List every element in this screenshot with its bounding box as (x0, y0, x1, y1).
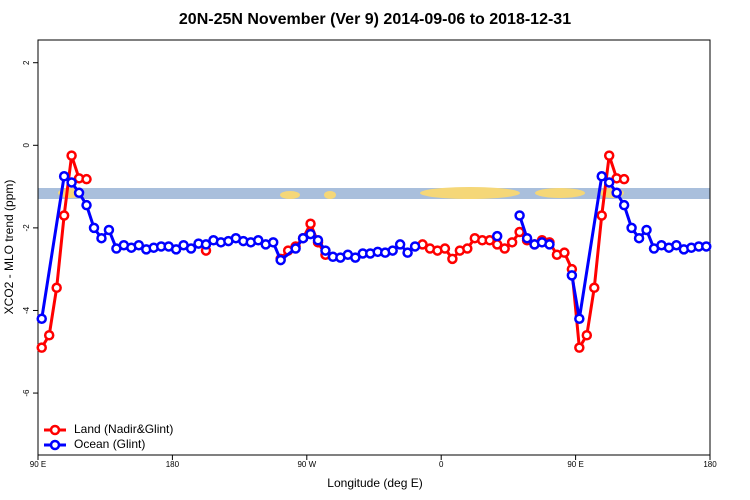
point (559, 247, 570, 258)
point (394, 239, 406, 250)
point (96, 232, 107, 244)
point (596, 210, 607, 221)
point (409, 241, 421, 252)
legend-marker (49, 439, 61, 451)
point (633, 232, 645, 244)
point (350, 252, 361, 263)
point (603, 177, 615, 188)
point (185, 243, 197, 254)
point (447, 253, 458, 265)
legend-label: Land (Nadir&Glint) (74, 422, 173, 436)
y-tick-label: -2 (22, 224, 31, 232)
point (297, 232, 309, 244)
point (491, 230, 503, 242)
y-tick-label: -4 (22, 306, 31, 314)
point (596, 171, 607, 182)
point (267, 237, 279, 248)
y-tick-label: -6 (22, 389, 31, 397)
x-tick-label: 180 (703, 460, 717, 469)
map-land (280, 191, 300, 199)
point (574, 313, 585, 324)
point (51, 282, 62, 294)
point (618, 173, 630, 185)
point (103, 224, 115, 236)
y-tick-label: 2 (22, 60, 31, 65)
point (58, 171, 70, 182)
point (66, 150, 77, 161)
point (275, 254, 286, 266)
point (36, 342, 47, 353)
y-axis-label: XCO2 - MLO trend (ppm) (2, 180, 16, 315)
point (320, 245, 331, 256)
point (66, 177, 77, 188)
point (626, 222, 637, 234)
legend-marker (49, 424, 61, 436)
point (36, 313, 47, 324)
chart-title: 20N-25N November (Ver 9) 2014-09-06 to 2… (179, 11, 571, 28)
point (701, 241, 712, 252)
point (462, 243, 473, 254)
point (200, 239, 212, 250)
point (514, 226, 525, 238)
point (312, 235, 324, 246)
x-tick-label: 90 E (30, 460, 46, 469)
map-land (535, 188, 585, 198)
point (387, 245, 398, 256)
point (566, 270, 578, 281)
map-land (420, 187, 520, 199)
point (290, 243, 301, 254)
point (439, 243, 451, 254)
x-axis-label: Longitude (deg E) (327, 476, 422, 490)
point (506, 237, 518, 248)
point (618, 199, 630, 211)
point (581, 329, 593, 341)
point (521, 232, 533, 244)
map-land (324, 191, 336, 199)
point (81, 173, 92, 185)
point (305, 228, 316, 240)
point (514, 210, 525, 221)
point (402, 247, 413, 258)
point (43, 329, 55, 341)
x-tick-label: 90 E (567, 460, 583, 469)
point (58, 210, 70, 221)
point (253, 235, 264, 246)
point (611, 187, 622, 199)
point (641, 224, 652, 236)
x-tick-label: 180 (166, 460, 180, 469)
point (170, 244, 182, 255)
point (73, 187, 85, 199)
map-ocean (38, 188, 710, 199)
point (671, 239, 682, 251)
map-strip (38, 187, 710, 199)
legend-label: Ocean (Glint) (74, 437, 145, 451)
point (544, 239, 555, 250)
point (133, 239, 145, 251)
point (81, 199, 92, 211)
point (574, 342, 585, 353)
point (88, 222, 100, 234)
point (589, 282, 600, 294)
point (484, 235, 495, 246)
point (603, 150, 615, 161)
y-tick-label: 0 (22, 143, 31, 148)
x-tick-label: 90 W (297, 460, 316, 469)
x-tick-label: 0 (439, 460, 444, 469)
point (305, 218, 316, 230)
point (499, 243, 510, 254)
